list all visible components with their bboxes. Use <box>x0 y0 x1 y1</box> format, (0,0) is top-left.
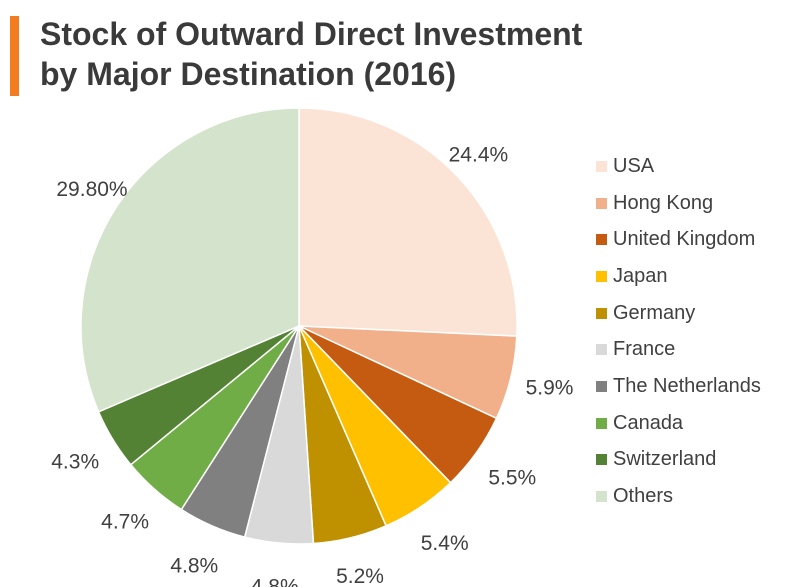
data-label-japan: 5.4% <box>421 532 469 555</box>
legend-swatch <box>596 270 607 282</box>
legend-item-japan: Japan <box>596 258 761 295</box>
legend-label: United Kingdom <box>613 228 756 251</box>
legend-item-switzerland: Switzerland <box>596 442 761 479</box>
data-label-the-netherlands: 4.8% <box>170 555 218 578</box>
chart-title: Stock of Outward Direct Investment by Ma… <box>40 14 582 94</box>
legend-swatch <box>596 417 607 429</box>
legend-label: USA <box>613 154 655 177</box>
chart-title-line-1: Stock of Outward Direct Investment <box>40 16 583 52</box>
legend-label: Canada <box>613 411 684 434</box>
legend-label: France <box>613 338 676 361</box>
data-label-switzerland: 4.3% <box>51 451 99 474</box>
legend-swatch <box>596 380 607 392</box>
pie-slice-others <box>80 107 300 413</box>
legend-label: Japan <box>613 264 668 287</box>
legend-swatch <box>596 491 607 503</box>
legend-item-hong-kong: Hong Kong <box>596 185 761 222</box>
chart-legend: USA Hong Kong United Kingdom Japan Germany Fr… <box>596 148 761 515</box>
legend-item-germany: Germany <box>596 295 761 332</box>
legend-label: The Netherlands <box>613 374 761 397</box>
legend-label: Germany <box>613 301 696 324</box>
pie-data-labels: 24.4% 5.9% 5.5% 5.4% 5.2% 4.8% 4.8% 4.7% 4.3% 29.… <box>51 143 573 587</box>
legend-label: Switzerland <box>613 448 717 471</box>
pie-slices <box>80 107 518 545</box>
data-label-germany: 5.2% <box>336 565 384 587</box>
legend-label: Hong Kong <box>613 191 714 214</box>
data-label-others: 29.80% <box>56 178 127 201</box>
chart-title-line-2: by Major Destination (2016) <box>40 56 457 92</box>
legend-item-usa: USA <box>596 148 761 185</box>
data-label-canada: 4.7% <box>101 511 149 534</box>
legend-swatch <box>596 234 607 246</box>
legend-item-others: Others <box>596 478 761 515</box>
data-label-usa: 24.4% <box>449 143 509 166</box>
legend-item-france: France <box>596 331 761 368</box>
legend-swatch <box>596 454 607 466</box>
pie-slice-usa <box>298 107 518 337</box>
legend-label: Others <box>613 485 674 508</box>
legend-swatch <box>596 197 607 209</box>
data-label-france: 4.8% <box>251 575 299 587</box>
legend-item-united-kingdom: United Kingdom <box>596 221 761 258</box>
legend-item-the-netherlands: The Netherlands <box>596 368 761 405</box>
legend-swatch <box>596 307 607 319</box>
title-accent-bar <box>10 16 19 96</box>
legend-swatch <box>596 160 607 172</box>
legend-swatch <box>596 344 607 356</box>
data-label-hong-kong: 5.9% <box>526 376 574 399</box>
legend-item-canada: Canada <box>596 405 761 442</box>
data-label-united-kingdom: 5.5% <box>488 467 536 490</box>
